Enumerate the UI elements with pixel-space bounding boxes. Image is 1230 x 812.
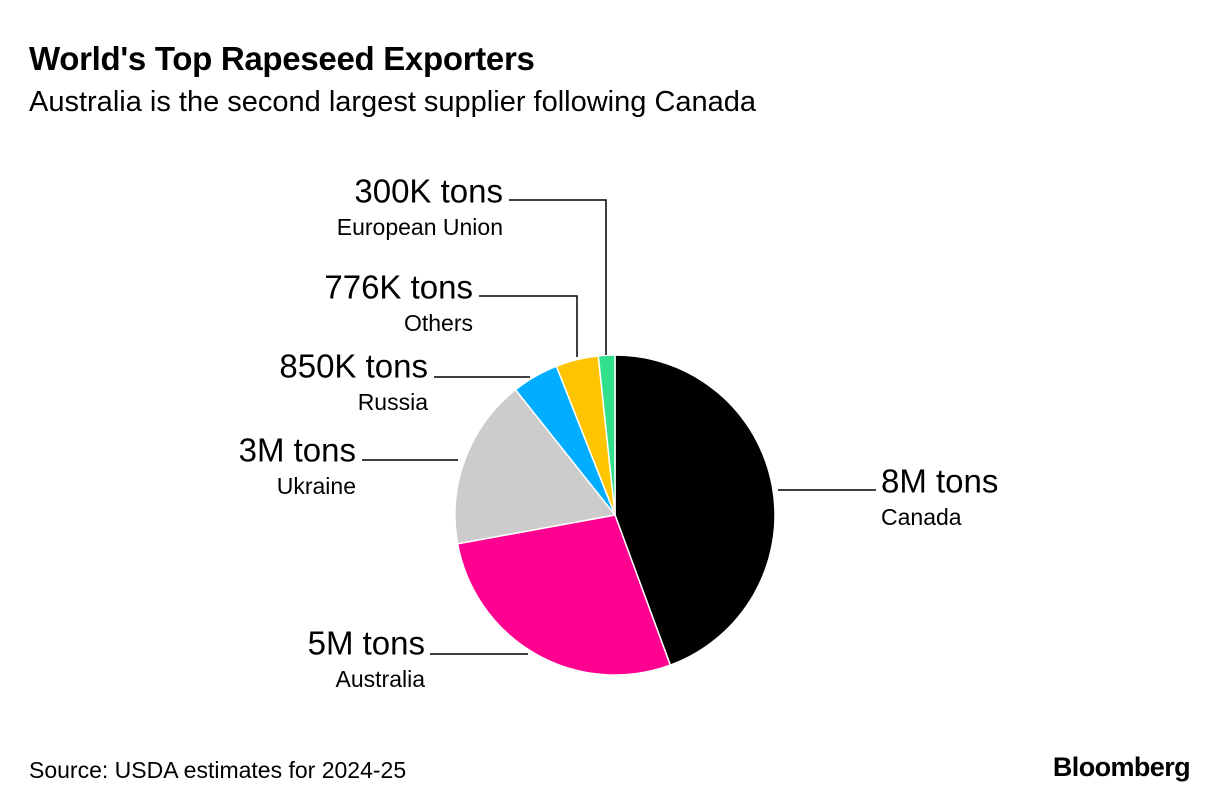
value-label-canada: 8M tons xyxy=(881,463,998,500)
pie-callouts: 8M tons Canada 5M tons Australia 3M tons Ukra… xyxy=(239,173,999,692)
pie-slices xyxy=(454,354,776,676)
category-label-russia: Russia xyxy=(358,389,429,415)
category-label-australia: Australia xyxy=(336,666,426,692)
category-label-others: Others xyxy=(404,310,473,336)
pie-slice-canada xyxy=(614,354,776,667)
category-label-ukraine: Ukraine xyxy=(277,473,356,499)
leader-line-european-union xyxy=(509,199,607,355)
pie-slice-australia xyxy=(456,514,672,676)
category-label-european-union: European Union xyxy=(337,214,503,240)
category-label-canada: Canada xyxy=(881,504,962,530)
leader-line-others xyxy=(479,295,578,357)
chart-subtitle: Australia is the second largest supplier… xyxy=(29,86,757,118)
source-note: Source: USDA estimates for 2024-25 xyxy=(29,757,407,783)
value-label-european-union: 300K tons xyxy=(354,173,503,210)
value-label-australia: 5M tons xyxy=(308,625,425,662)
pie-slice-ukraine xyxy=(454,388,617,545)
value-label-others: 776K tons xyxy=(324,269,473,306)
value-label-russia: 850K tons xyxy=(279,348,428,385)
pie-slice-european-union xyxy=(597,354,616,516)
bloomberg-logo: Bloomberg xyxy=(1052,752,1191,782)
chart-title: World's Top Rapeseed Exporters xyxy=(29,40,535,77)
value-label-ukraine: 3M tons xyxy=(239,432,356,469)
